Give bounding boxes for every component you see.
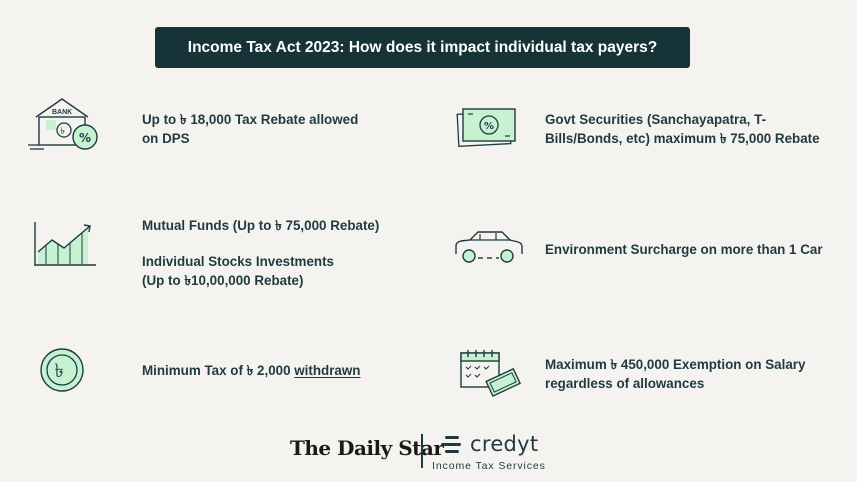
minimum-tax-text: Minimum Tax of ৳ 2,000 withdrawn	[142, 363, 361, 378]
bank-icon-label: BANK	[52, 109, 72, 116]
svg-text:৳: ৳	[61, 127, 66, 137]
credyt-logo-icon	[441, 434, 465, 461]
growth-chart-icon	[32, 218, 100, 270]
title-banner: Income Tax Act 2023: How does it impact …	[155, 27, 690, 68]
calendar-cash-icon	[458, 348, 524, 398]
daily-star-logo: The Daily Star	[290, 436, 444, 460]
taka-coin-icon: ৳	[38, 346, 86, 394]
svg-text:%: %	[79, 131, 91, 145]
page-title: Income Tax Act 2023: How does it impact …	[187, 38, 658, 56]
car-icon	[452, 228, 524, 266]
salary-exemption-text: Maximum ৳ 450,000 Exemption on Salary re…	[545, 357, 806, 391]
svg-text:৳: ৳	[55, 360, 64, 382]
car-surcharge-text: Environment Surcharge on more than 1 Car	[545, 242, 823, 257]
stocks-text: Individual Stocks Investments (Up to ৳10…	[142, 254, 334, 288]
mutual-funds-text: Mutual Funds (Up to ৳ 75,000 Rebate)	[142, 218, 380, 233]
credyt-logo-text: credyt	[470, 432, 539, 456]
footer-divider	[421, 434, 423, 468]
credyt-tagline: Income Tax Services	[432, 460, 546, 472]
govt-securities-text: Govt Securities (Sanchayapatra, T- Bills…	[545, 112, 820, 146]
svg-text:%: %	[484, 121, 494, 132]
withdrawn-word: withdrawn	[294, 363, 361, 378]
banknote-icon: %	[455, 105, 521, 153]
bank-icon: BANK ৳ %	[26, 95, 104, 153]
dps-rebate-text: Up to ৳ 18,000 Tax Rebate allowed on DPS	[142, 112, 359, 146]
